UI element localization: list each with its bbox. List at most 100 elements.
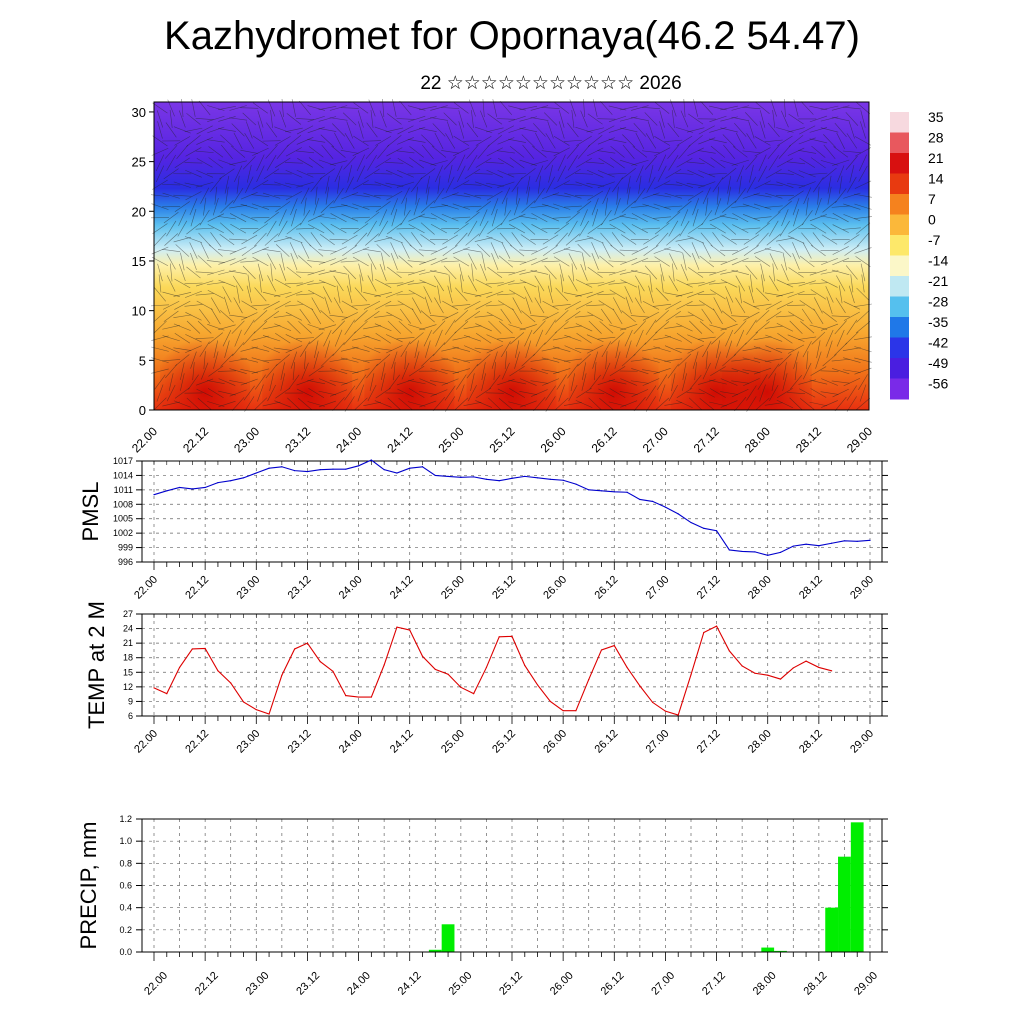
pmsl-point xyxy=(345,468,347,470)
color-bar-label: -35 xyxy=(928,314,948,330)
pmsl-axis-title: PMSL xyxy=(78,482,103,542)
temp-point xyxy=(588,678,590,681)
pmsl-grid xyxy=(142,460,882,563)
temp-point xyxy=(831,670,833,672)
color-bar-swatch xyxy=(890,132,909,154)
chart-title: Kazhydromet for Opornaya(46.2 54.47) xyxy=(164,14,860,58)
precip-bar xyxy=(850,822,864,952)
pmsl-point xyxy=(511,477,513,479)
temp-point xyxy=(178,666,181,669)
pmsl-x-label: 26.12 xyxy=(592,574,620,602)
pmsl-point xyxy=(191,488,193,490)
warm-band xyxy=(466,320,557,410)
temp-point xyxy=(792,667,794,669)
pmsl-point xyxy=(498,480,500,482)
precip-x-label: 23.12 xyxy=(294,970,322,998)
precip-x-label: 27.12 xyxy=(700,970,728,998)
temp-point xyxy=(242,701,245,703)
pmsl-point xyxy=(242,477,245,479)
precip-axis-title: PRECIP, mm xyxy=(76,822,101,950)
color-bar-label: -49 xyxy=(928,355,948,371)
pmsl-x-label: 24.00 xyxy=(337,574,365,602)
color-bar-label: -42 xyxy=(928,335,948,351)
heatmap-y-label: 15 xyxy=(132,254,146,269)
temp-x-label: 25.00 xyxy=(439,728,467,756)
pmsl-point xyxy=(843,540,846,542)
color-bar-label: -56 xyxy=(928,376,948,392)
temp-point xyxy=(715,625,718,627)
color-bar-swatch xyxy=(890,378,909,400)
temp-point xyxy=(703,631,705,634)
temp-point xyxy=(255,709,257,711)
pmsl-y-label: 996 xyxy=(118,557,133,567)
precip-bar xyxy=(825,907,839,952)
heatmap-y-label: 30 xyxy=(132,105,146,120)
temp-point xyxy=(511,635,513,637)
precip-y-label: 0.6 xyxy=(119,881,132,891)
temp-point xyxy=(818,666,820,669)
temp-point xyxy=(677,714,679,716)
temp-point xyxy=(166,693,168,695)
pmsl-point xyxy=(460,476,462,478)
temp-point xyxy=(728,650,730,652)
color-bar-swatch xyxy=(890,173,909,195)
temp-point xyxy=(421,655,424,657)
precip-x-label: 26.12 xyxy=(599,970,627,998)
temp-point xyxy=(153,687,155,689)
temp-y-label: 9 xyxy=(128,696,133,706)
pmsl-point xyxy=(230,480,232,482)
temp-point xyxy=(383,664,385,666)
temp-point xyxy=(626,666,628,669)
pmsl-point xyxy=(703,527,705,529)
color-bar-swatch xyxy=(890,112,909,133)
temp-y-label: 27 xyxy=(123,609,133,619)
heatmap-panel: 0 5 10 15 20 25 30 22.00 22.12 23.00 23.12 24.00 24.… xyxy=(129,99,875,455)
temp-x-label: 25.12 xyxy=(490,728,518,756)
temp-x-label: 28.12 xyxy=(797,728,825,756)
pmsl-point xyxy=(600,490,603,492)
color-bar-swatch xyxy=(890,153,909,174)
temp-point xyxy=(460,686,462,688)
pmsl-point xyxy=(255,472,257,474)
precip-bar xyxy=(774,950,787,952)
temp-point xyxy=(536,684,539,686)
pmsl-point xyxy=(818,545,820,547)
temp-x-label: 27.00 xyxy=(644,728,672,756)
pmsl-point xyxy=(869,539,871,541)
pmsl-x-label: 29.00 xyxy=(848,574,876,602)
heatmap-x-tick-label: 22.12 xyxy=(180,424,211,455)
temp-point xyxy=(754,672,756,674)
pmsl-point xyxy=(549,478,551,480)
heatmap-y-label: 20 xyxy=(132,204,146,219)
temp-point xyxy=(204,647,206,650)
warm-band xyxy=(721,320,812,410)
pmsl-point xyxy=(792,545,794,547)
temp-point xyxy=(664,710,667,712)
color-bar-swatch xyxy=(890,255,909,277)
pmsl-point xyxy=(715,530,718,532)
color-bar-label: 7 xyxy=(928,191,936,207)
pmsl-point xyxy=(153,494,155,496)
pmsl-point xyxy=(728,549,730,551)
temp-point xyxy=(370,696,372,698)
temp-y-label: 6 xyxy=(128,711,133,721)
pmsl-point xyxy=(562,479,564,481)
precip-y-label: 0.8 xyxy=(119,858,132,868)
precip-bar xyxy=(761,947,775,952)
temp-point xyxy=(409,629,411,631)
color-bar-swatch xyxy=(890,337,909,359)
temp-point xyxy=(396,626,398,628)
temp-x-label: 28.00 xyxy=(746,728,774,756)
precip-x-label: 28.12 xyxy=(801,970,829,998)
temp-point xyxy=(690,674,692,676)
temp-y-label: 21 xyxy=(123,638,133,648)
heatmap-x-tick-label: 23.12 xyxy=(282,424,313,455)
pmsl-y-label: 999 xyxy=(118,543,133,553)
temp-point xyxy=(332,670,334,672)
color-bar-swatch xyxy=(890,317,909,338)
temp-point xyxy=(473,693,475,695)
precip-x-label: 29.00 xyxy=(852,970,880,998)
pmsl-point xyxy=(268,467,270,469)
